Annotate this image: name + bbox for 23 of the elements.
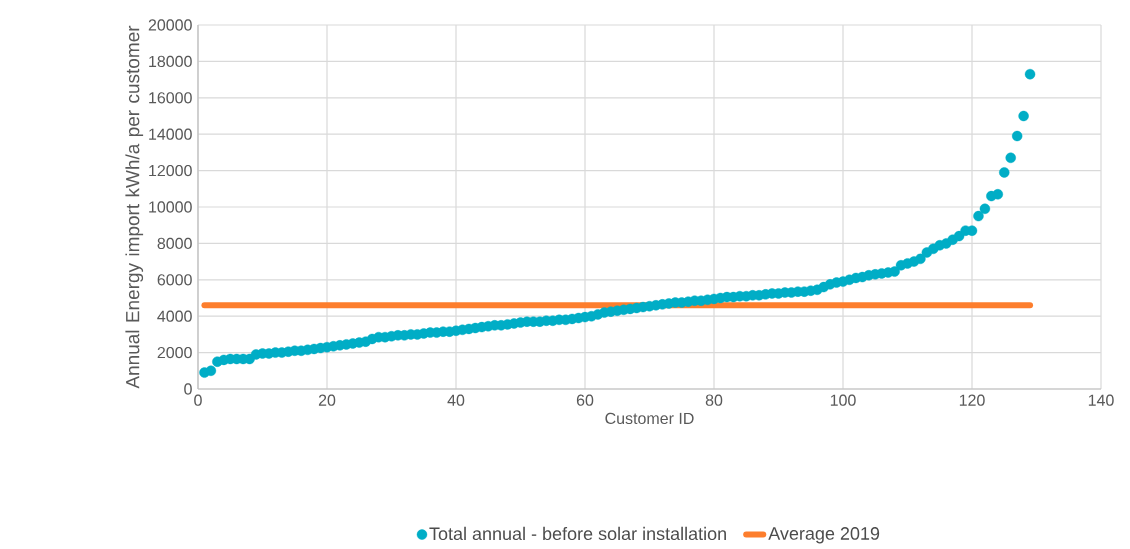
x-tick-label: 140: [1088, 394, 1114, 406]
y-tick-label: 4000: [157, 310, 192, 322]
x-tick-label: 80: [705, 394, 723, 406]
legend-label: Average 2019: [768, 527, 880, 544]
x-tick-label: 60: [576, 394, 594, 406]
y-tick-label: 20000: [148, 19, 192, 31]
y-tick-label: 6000: [157, 274, 192, 286]
y-tick-label: 14000: [149, 128, 192, 140]
y-tick-label: 10000: [149, 201, 192, 213]
y-tick-label: 12000: [149, 164, 192, 177]
x-tick-label: 100: [830, 394, 856, 406]
x-tick-label: 120: [959, 394, 985, 406]
y-tick-label: 2000: [157, 346, 192, 359]
x-tick-label: 20: [318, 394, 336, 406]
y-axis-title: Annual Energy import kWh/a per customer: [125, 25, 144, 389]
legend-label: Total annual - before solar installation: [429, 526, 726, 541]
y-tick-label: 18000: [149, 55, 192, 68]
x-tick-label: 40: [447, 394, 465, 406]
y-tick-label: 16000: [149, 92, 192, 104]
x-axis-title: Customer ID: [605, 412, 694, 425]
y-tick-label: 0: [184, 383, 192, 395]
x-tick-label: 0: [194, 394, 202, 406]
y-tick-label: 8000: [157, 237, 192, 250]
